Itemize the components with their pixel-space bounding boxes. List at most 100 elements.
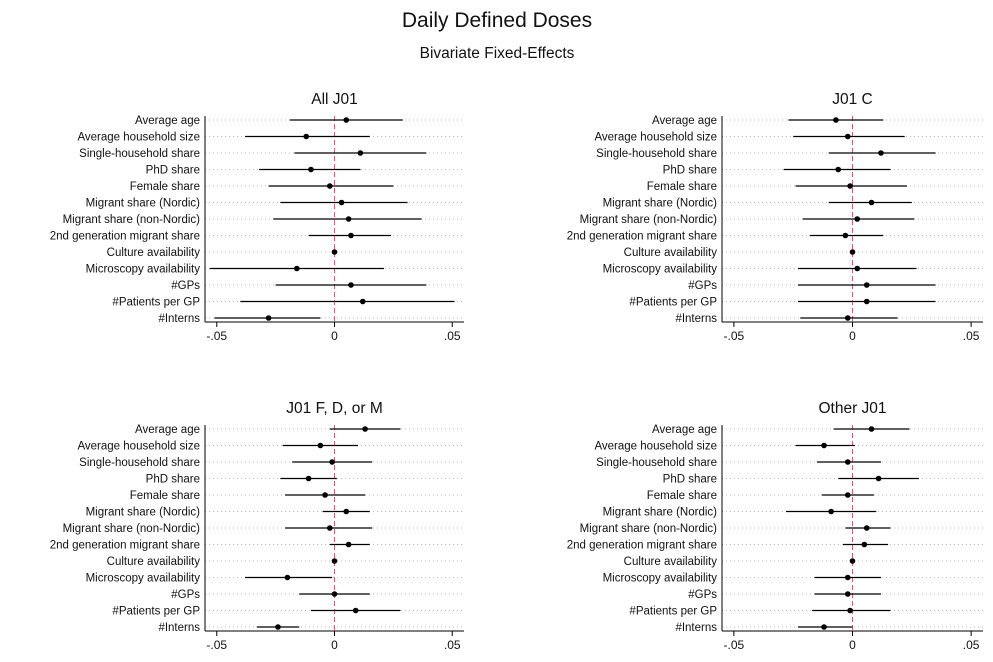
category-label: Female share bbox=[130, 181, 200, 193]
point-estimate bbox=[326, 183, 333, 189]
point-estimate bbox=[359, 298, 366, 305]
category-label: Culture availability bbox=[624, 556, 718, 568]
category-label: #Interns bbox=[675, 622, 717, 634]
point-estimate bbox=[275, 624, 281, 630]
point-estimate bbox=[308, 166, 314, 173]
x-tick-label: -.05 bbox=[724, 638, 745, 652]
point-estimate bbox=[844, 492, 851, 498]
point-estimate bbox=[844, 574, 851, 581]
x-tick-label: 0 bbox=[331, 329, 338, 343]
category-label: 2nd generation migrant share bbox=[567, 231, 717, 243]
category-label: #GPs bbox=[171, 280, 200, 292]
point-estimate bbox=[847, 607, 853, 614]
point-estimate bbox=[861, 541, 868, 548]
panels: All J01 Average age Average household size… bbox=[50, 91, 983, 652]
panel-2: J01 F, D, or M Average age Average househo… bbox=[50, 400, 464, 652]
point-estimate bbox=[863, 298, 870, 305]
category-label: Microscopy availability bbox=[86, 264, 201, 276]
category-label: 2nd generation migrant share bbox=[50, 231, 200, 243]
panel-3: Other J01 Average age Average household si… bbox=[567, 400, 983, 652]
point-estimate bbox=[352, 607, 359, 614]
category-label: Migrant share (Nordic) bbox=[86, 198, 201, 210]
point-estimate bbox=[844, 459, 851, 465]
point-estimate bbox=[847, 183, 853, 189]
category-label: Female share bbox=[130, 490, 200, 502]
category-label: Migrant share (Nordic) bbox=[603, 507, 718, 519]
point-estimate bbox=[878, 150, 884, 156]
x-tick-label: -.05 bbox=[724, 329, 745, 343]
category-label: Migrant share (non-Nordic) bbox=[580, 523, 718, 535]
point-estimate bbox=[348, 282, 354, 288]
point-estimate bbox=[849, 558, 856, 564]
point-estimate bbox=[844, 591, 851, 597]
category-label: Culture availability bbox=[107, 556, 201, 568]
category-label: Average age bbox=[652, 424, 717, 436]
point-estimate bbox=[345, 541, 352, 548]
figure-subtitle: Bivariate Fixed-Effects bbox=[420, 45, 575, 62]
category-label: #Patients per GP bbox=[629, 606, 717, 618]
category-label: Migrant share (non-Nordic) bbox=[63, 523, 201, 535]
point-estimate bbox=[844, 133, 851, 140]
x-tick-label: 0 bbox=[331, 638, 338, 652]
category-label: Average age bbox=[652, 115, 717, 127]
category-label: #Interns bbox=[675, 313, 717, 325]
point-estimate bbox=[868, 426, 875, 432]
x-tick-label: -.05 bbox=[206, 329, 227, 343]
point-estimate bbox=[329, 459, 335, 465]
figure-title: Daily Defined Doses bbox=[402, 9, 592, 32]
category-label: Migrant share (Nordic) bbox=[603, 198, 718, 210]
category-label: Culture availability bbox=[107, 247, 201, 259]
category-label: #Patients per GP bbox=[112, 606, 200, 618]
category-label: #Interns bbox=[158, 622, 200, 634]
point-estimate bbox=[821, 624, 827, 630]
category-label: Microscopy availability bbox=[603, 573, 718, 585]
point-estimate bbox=[294, 265, 300, 272]
point-estimate bbox=[317, 442, 324, 449]
point-estimate bbox=[284, 574, 291, 581]
category-label: Average household size bbox=[594, 441, 717, 453]
panel-title: All J01 bbox=[311, 91, 358, 108]
category-label: Average age bbox=[135, 424, 200, 436]
category-label: Average household size bbox=[594, 132, 717, 144]
x-tick-label: -.05 bbox=[206, 638, 227, 652]
point-estimate bbox=[331, 249, 338, 255]
x-tick-label: 0 bbox=[849, 329, 856, 343]
category-label: #GPs bbox=[688, 589, 717, 601]
point-estimate bbox=[326, 525, 333, 531]
panel-1: J01 C Average age Average household size Si… bbox=[567, 91, 983, 343]
point-estimate bbox=[833, 117, 839, 123]
category-label: PhD share bbox=[146, 165, 200, 177]
point-estimate bbox=[331, 591, 338, 597]
panel-title: Other J01 bbox=[818, 400, 886, 417]
category-label: Average household size bbox=[77, 441, 200, 453]
point-estimate bbox=[357, 150, 364, 156]
category-label: Single-household share bbox=[596, 457, 717, 469]
category-label: #GPs bbox=[171, 589, 200, 601]
x-tick-label: .05 bbox=[444, 329, 461, 343]
category-label: Migrant share (non-Nordic) bbox=[580, 214, 718, 226]
point-estimate bbox=[875, 475, 882, 482]
panel-0: All J01 Average age Average household size… bbox=[50, 91, 464, 343]
x-tick-label: .05 bbox=[444, 638, 461, 652]
point-estimate bbox=[305, 475, 312, 482]
category-label: #Patients per GP bbox=[112, 297, 200, 309]
point-estimate bbox=[828, 508, 834, 515]
category-label: #Patients per GP bbox=[629, 297, 717, 309]
point-estimate bbox=[842, 232, 849, 239]
panel-title: J01 C bbox=[832, 91, 873, 108]
point-estimate bbox=[343, 508, 350, 515]
point-estimate bbox=[854, 265, 861, 272]
point-estimate bbox=[863, 525, 870, 531]
category-label: PhD share bbox=[663, 165, 717, 177]
point-estimate bbox=[863, 282, 870, 288]
category-label: Migrant share (non-Nordic) bbox=[63, 214, 201, 226]
point-estimate bbox=[331, 558, 338, 564]
category-label: PhD share bbox=[146, 474, 200, 486]
point-estimate bbox=[849, 249, 856, 255]
point-estimate bbox=[265, 315, 272, 321]
category-label: #GPs bbox=[688, 280, 717, 292]
point-estimate bbox=[338, 199, 345, 206]
category-label: Average age bbox=[135, 115, 200, 127]
category-label: 2nd generation migrant share bbox=[567, 540, 717, 552]
